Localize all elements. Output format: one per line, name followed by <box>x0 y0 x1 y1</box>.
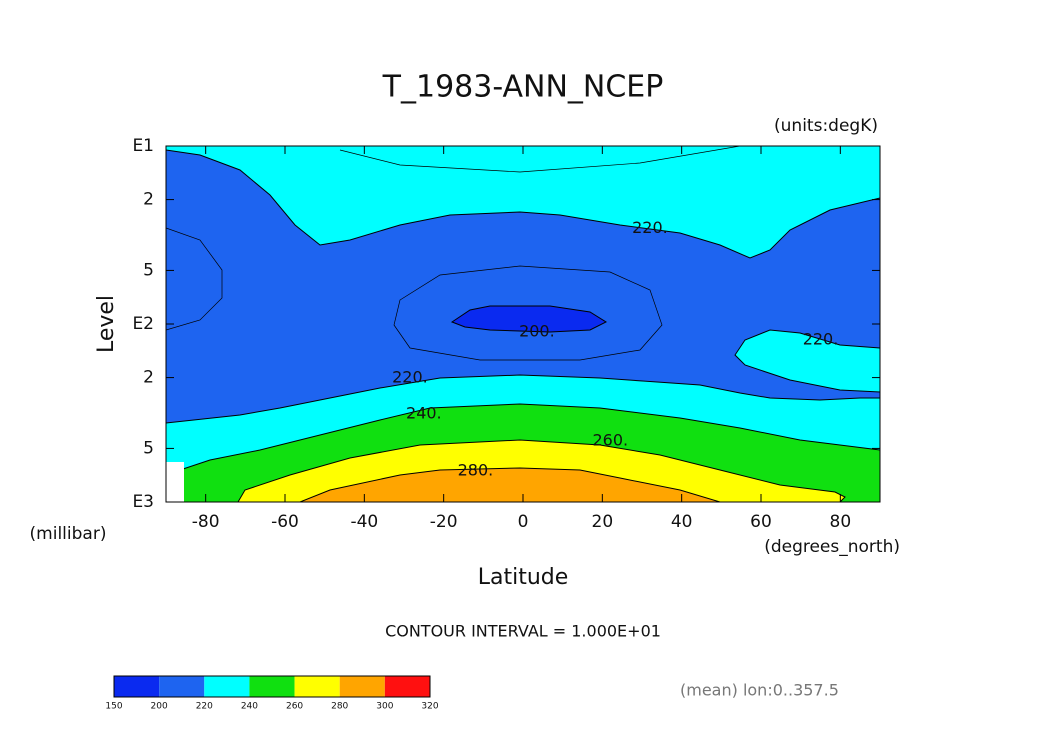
colorbar-label: 150 <box>105 702 122 712</box>
units-label: (units:degK) <box>774 116 878 136</box>
y-tick-label: 2 <box>143 368 154 388</box>
contour-label: 220. <box>392 367 428 386</box>
contour-label: 280. <box>458 461 494 480</box>
colorbar-label: 280 <box>331 702 348 712</box>
x-tick-label: 40 <box>671 512 693 532</box>
colorbar-label: 320 <box>421 702 438 712</box>
contour-label: 260. <box>592 430 628 449</box>
colorbar-box <box>114 676 160 697</box>
x-tick-label: 20 <box>592 512 614 532</box>
colorbar-box <box>249 676 295 697</box>
colorbar-box <box>159 676 205 697</box>
contour-line <box>339 146 741 173</box>
colorbar-box <box>339 676 385 697</box>
y-tick-label: E1 <box>132 136 154 156</box>
x-tick-label: 60 <box>750 512 772 532</box>
x-units: (degrees_north) <box>764 537 900 557</box>
y-tick-label: 2 <box>143 190 154 210</box>
contour-line <box>166 227 223 331</box>
contour-line <box>393 265 663 361</box>
y-tick-label: 5 <box>143 438 154 458</box>
x-tick-label: -40 <box>350 512 378 532</box>
contour-label: 220. <box>803 330 839 349</box>
field-darkblue <box>450 305 608 333</box>
missing-data <box>166 462 184 502</box>
x-tick-label: -80 <box>192 512 220 532</box>
x-tick-label: 0 <box>518 512 529 532</box>
contour-interval: CONTOUR INTERVAL = 1.000E+01 <box>385 622 661 641</box>
y-units: (millibar) <box>30 524 107 544</box>
y-axis-label: Level <box>94 295 119 353</box>
colorbar-box <box>204 676 250 697</box>
field-blue <box>166 149 880 424</box>
colorbar-label: 300 <box>376 702 393 712</box>
x-tick-label: -20 <box>430 512 458 532</box>
contour-label: 240. <box>406 404 442 423</box>
colorbar-label: 200 <box>151 702 168 712</box>
x-tick-label: -60 <box>271 512 299 532</box>
contour-field <box>166 146 880 502</box>
footer: (mean) lon:0..357.5 <box>680 681 839 700</box>
colorbar-label: 220 <box>196 702 213 712</box>
y-tick-label: 5 <box>143 260 154 280</box>
colorbar-box <box>294 676 340 697</box>
y-tick-label: E3 <box>132 492 154 512</box>
field-orange <box>299 467 721 502</box>
x-tick-label: 80 <box>830 512 852 532</box>
colorbar-frame <box>113 675 431 698</box>
contour-label: 200. <box>519 322 555 341</box>
y-tick-label: E2 <box>132 314 154 334</box>
colorbar-box <box>384 676 430 697</box>
field-cyan-bay <box>734 329 880 393</box>
contour-label: 220. <box>632 218 668 237</box>
colorbar-label: 260 <box>286 702 303 712</box>
x-axis-label: Latitude <box>478 565 569 590</box>
colorbar-label: 240 <box>241 702 258 712</box>
chart-title: T_1983-ANN_NCEP <box>382 70 664 105</box>
